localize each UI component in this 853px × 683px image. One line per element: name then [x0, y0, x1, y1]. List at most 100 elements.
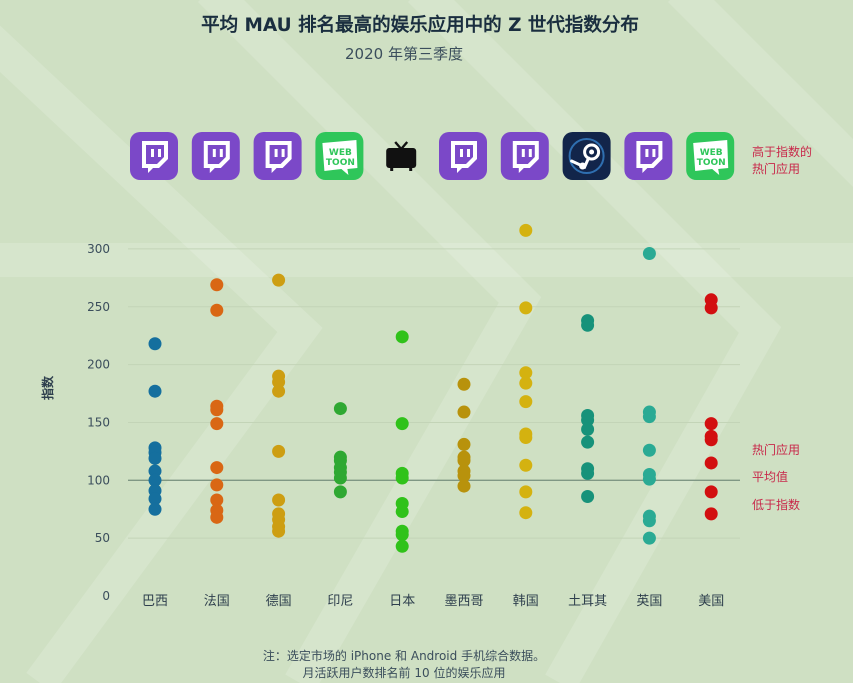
data-point: [519, 376, 533, 390]
data-point: [581, 413, 595, 427]
data-point: [642, 514, 656, 528]
data-point: [210, 303, 224, 317]
y-tick-label: 150: [87, 415, 110, 429]
x-tick-label: 美国: [698, 594, 724, 609]
data-point: [581, 435, 595, 449]
data-point: [519, 506, 533, 520]
x-tick-label: 韩国: [513, 594, 539, 609]
legend-hot-apps: 热门应用: [752, 442, 800, 457]
footer-note-line1: 注：选定市场的 iPhone 和 Android 手机综合数据。: [263, 648, 545, 663]
footer-note-line2: 月活跃用户数排名前 10 位的娱乐应用: [303, 665, 506, 680]
twitch-icon: [500, 132, 549, 180]
data-point: [333, 485, 347, 499]
y-tick-label: 200: [87, 358, 110, 372]
svg-text:TOON: TOON: [697, 158, 726, 168]
svg-text:WEB: WEB: [700, 148, 723, 158]
data-point: [210, 278, 224, 292]
data-point: [642, 531, 656, 545]
data-point: [519, 301, 533, 315]
y-tick-label: 250: [87, 300, 110, 314]
data-point: [272, 524, 286, 538]
data-point: [704, 301, 718, 315]
top-apps-legend-line1: 高于指数的: [752, 144, 812, 159]
data-point: [272, 384, 286, 398]
data-point: [395, 505, 409, 519]
x-tick-label: 法国: [204, 594, 230, 609]
x-tick-label: 德国: [266, 594, 292, 609]
data-point: [333, 402, 347, 416]
data-point: [519, 395, 533, 409]
y-tick-labels: 0 50 100 150 200 250 300: [87, 242, 110, 603]
data-point: [581, 466, 595, 480]
data-point: [333, 471, 347, 485]
twitch-icon: [253, 132, 302, 180]
scatter-points: [148, 223, 718, 553]
data-point: [148, 451, 162, 465]
chart-subtitle: 2020 年第三季度: [345, 45, 463, 63]
data-point: [272, 375, 286, 389]
y-tick-label: 50: [95, 531, 110, 545]
data-point: [457, 454, 471, 468]
legend-average: 平均值: [752, 469, 788, 484]
twitch-icon: [130, 132, 178, 180]
data-point: [642, 472, 656, 486]
data-point: [210, 493, 224, 507]
data-point: [457, 479, 471, 493]
data-point: [148, 384, 162, 398]
y-tick-label: 0: [102, 589, 110, 603]
steam-icon: [562, 132, 611, 180]
y-axis-label: 指数: [40, 375, 55, 400]
chart-title: 平均 MAU 排名最高的娱乐应用中的 Z 世代指数分布: [201, 14, 639, 36]
data-point: [704, 485, 718, 499]
twitch-icon: [624, 132, 673, 180]
data-point: [272, 273, 286, 287]
tv-icon: [386, 141, 417, 171]
data-point: [272, 444, 286, 458]
data-point: [642, 410, 656, 424]
y-tick-label: 100: [87, 473, 110, 487]
data-point: [210, 403, 224, 417]
twitch-icon: [191, 132, 240, 180]
data-point: [642, 247, 656, 261]
data-point: [148, 502, 162, 516]
data-point: [457, 377, 471, 391]
top-apps-legend-line2: 热门应用: [752, 161, 800, 176]
data-point: [148, 473, 162, 487]
data-point: [395, 417, 409, 431]
data-point: [519, 430, 533, 444]
data-point: [519, 223, 533, 237]
x-tick-label: 墨西哥: [444, 594, 483, 609]
data-point: [581, 318, 595, 332]
x-tick-label: 土耳其: [568, 594, 607, 609]
data-point: [457, 437, 471, 451]
data-point: [210, 461, 224, 475]
x-tick-label: 巴西: [142, 594, 168, 609]
data-point: [210, 478, 224, 492]
data-point: [395, 528, 409, 542]
data-point: [395, 330, 409, 344]
x-tick-label: 日本: [389, 594, 415, 609]
data-point: [519, 366, 533, 380]
x-tick-labels: 巴西 法国 德国 印尼 日本 墨西哥 韩国 土耳其 英国 美国: [142, 594, 724, 609]
data-point: [210, 417, 224, 431]
x-tick-label: 印尼: [327, 594, 353, 609]
data-point: [272, 493, 286, 507]
data-point: [704, 456, 718, 470]
data-point: [519, 485, 533, 499]
data-point: [210, 510, 224, 524]
data-point: [395, 539, 409, 553]
x-tick-label: 英国: [636, 594, 662, 609]
data-point: [519, 458, 533, 472]
data-point: [395, 471, 409, 485]
svg-text:WEB: WEB: [329, 148, 352, 158]
twitch-icon: [439, 132, 487, 180]
data-point: [581, 422, 595, 436]
data-point: [704, 433, 718, 447]
data-point: [148, 464, 162, 478]
data-point: [148, 337, 162, 351]
